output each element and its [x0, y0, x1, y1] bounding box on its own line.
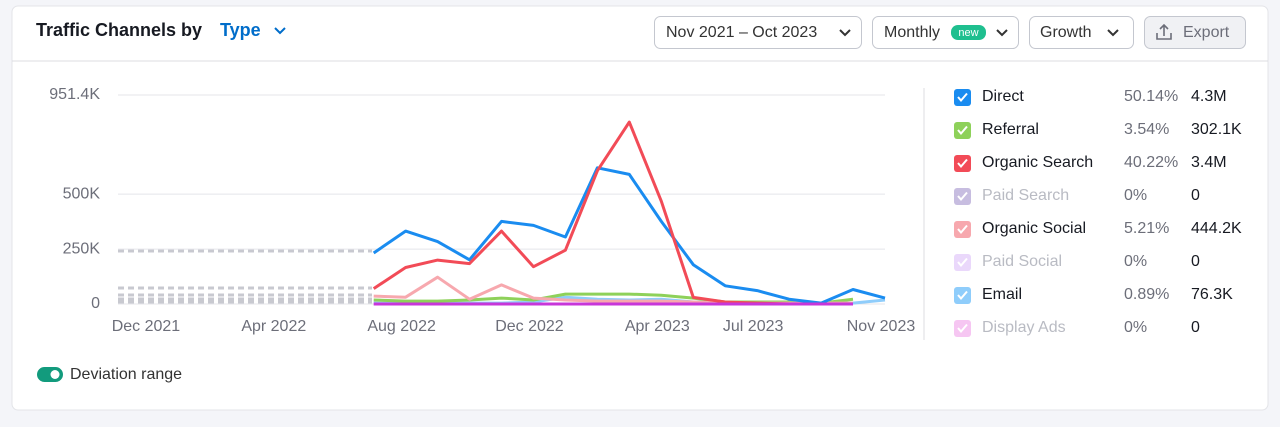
toggle-knob — [50, 370, 60, 379]
date-range: Nov 2021 – Oct 2023 — [666, 24, 817, 41]
legend-share: 40.22% — [1124, 154, 1178, 171]
history-placeholder — [118, 249, 372, 304]
y-tick-label: 250K — [63, 240, 101, 257]
badge-text: new — [958, 27, 978, 39]
x-tick-label: Nov 2023 — [847, 318, 916, 335]
checkmark — [957, 125, 968, 136]
checkmark — [957, 158, 968, 169]
x-tick-label: Dec 2021 — [112, 318, 181, 335]
x-tick-label: Dec 2022 — [495, 318, 564, 335]
export-icon — [1156, 23, 1172, 40]
legend-name: Display Ads — [982, 319, 1066, 336]
legend-name: Direct — [982, 88, 1024, 105]
legend-total: 0 — [1191, 187, 1200, 204]
checkmark — [957, 191, 968, 202]
x-tick-label: Jul 2023 — [723, 318, 784, 335]
legend-name: Paid Social — [982, 253, 1062, 270]
toggle-label: Deviation range — [70, 366, 182, 383]
export: Export — [1183, 24, 1230, 41]
legend-item[interactable]: Paid Search 0% 0 — [954, 187, 1200, 205]
x-tick-label: Apr 2022 — [241, 318, 306, 335]
granularity-button[interactable] — [872, 16, 1019, 49]
date-button[interactable] — [654, 16, 862, 49]
chevron — [996, 29, 1008, 37]
legend-name: Organic Social — [982, 220, 1086, 237]
legend-name: Referral — [982, 121, 1039, 138]
legend-item[interactable]: Paid Social 0% 0 — [954, 253, 1200, 271]
y-tick-label: 0 — [91, 295, 100, 312]
legend-share: 0% — [1124, 187, 1147, 204]
legend-total: 4.3M — [1191, 88, 1227, 105]
checkmark — [957, 92, 968, 103]
badge — [951, 25, 986, 40]
legend-item[interactable]: Referral 3.54% 302.1K — [954, 121, 1242, 139]
legend-item[interactable]: Direct 50.14% 4.3M — [954, 88, 1227, 106]
chevron — [839, 29, 851, 37]
card — [11, 5, 1269, 411]
metric-button[interactable] — [1029, 16, 1134, 49]
legend-total: 3.4M — [1191, 154, 1227, 171]
legend-total: 444.2K — [1191, 220, 1242, 237]
legend-total: 76.3K — [1191, 286, 1233, 303]
legend-share: 5.21% — [1124, 220, 1169, 237]
y-tick-label: 500K — [63, 185, 101, 202]
legend-share: 3.54% — [1124, 121, 1169, 138]
metric: Growth — [1040, 24, 1092, 41]
checkmark — [957, 257, 968, 268]
series-line — [372, 166, 886, 305]
checkmark — [957, 323, 968, 334]
legend-total: 302.1K — [1191, 121, 1242, 138]
legend-item[interactable]: Organic Search 40.22% 3.4M — [954, 154, 1227, 172]
y-tick-label: 951.4K — [49, 86, 100, 103]
checkmark — [957, 224, 968, 235]
legend-share: 0.89% — [1124, 286, 1169, 303]
legend-name: Email — [982, 286, 1022, 303]
legend-item[interactable]: Organic Social 5.21% 444.2K — [954, 220, 1242, 238]
granularity: Monthly — [884, 24, 940, 41]
export-button[interactable] — [1144, 16, 1246, 49]
legend-name: Organic Search — [982, 154, 1093, 171]
chevron — [274, 27, 286, 35]
title: Traffic Channels by — [36, 20, 202, 40]
legend-share: 50.14% — [1124, 88, 1178, 105]
legend-item[interactable]: Display Ads 0% 0 — [954, 319, 1200, 337]
legend-share: 0% — [1124, 253, 1147, 270]
legend-total: 0 — [1191, 253, 1200, 270]
legend-item[interactable]: Email 0.89% 76.3K — [954, 286, 1233, 304]
type-selector[interactable]: Type — [220, 20, 261, 40]
legend-total: 0 — [1191, 319, 1200, 336]
legend-name: Paid Search — [982, 187, 1069, 204]
x-tick-label: Aug 2022 — [367, 318, 436, 335]
legend-share: 0% — [1124, 319, 1147, 336]
checkmark — [957, 290, 968, 301]
chevron — [1107, 29, 1119, 37]
x-tick-label: Apr 2023 — [625, 318, 690, 335]
